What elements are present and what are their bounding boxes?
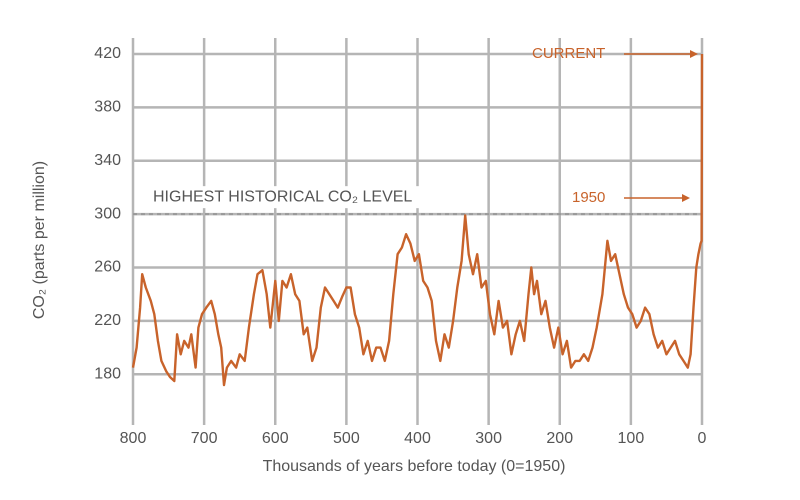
x-tick-label: 700 bbox=[191, 430, 218, 447]
y-tick-label: 420 bbox=[94, 45, 121, 62]
y-tick-label: 300 bbox=[94, 205, 121, 222]
annotation: 1950 bbox=[572, 189, 605, 206]
annotation-arrowhead bbox=[690, 50, 698, 58]
y-tick-label: 380 bbox=[94, 99, 121, 116]
x-tick-label: 400 bbox=[404, 430, 431, 447]
reference-label: HIGHEST HISTORICAL CO₂ LEVEL bbox=[153, 188, 412, 205]
y-tick-label: 340 bbox=[94, 152, 121, 169]
x-axis-label: Thousands of years before today (0=1950) bbox=[263, 458, 566, 475]
annotation-arrowhead bbox=[682, 194, 690, 202]
x-tick-label: 600 bbox=[262, 430, 289, 447]
x-tick-label: 0 bbox=[698, 430, 707, 447]
reference-label-bg bbox=[148, 186, 448, 209]
x-tick-label: 800 bbox=[120, 430, 147, 447]
x-tick-label: 500 bbox=[333, 430, 360, 447]
y-tick-label: 220 bbox=[94, 312, 121, 329]
y-axis-label: CO₂ (parts per million) bbox=[31, 161, 48, 319]
annotation: CURRENT bbox=[532, 45, 605, 62]
co2-line bbox=[131, 53, 704, 387]
y-tick-label: 260 bbox=[94, 259, 121, 276]
x-tick-label: 100 bbox=[618, 430, 645, 447]
y-tick-label: 180 bbox=[94, 366, 121, 383]
x-tick-label: 300 bbox=[475, 430, 502, 447]
x-tick-label: 200 bbox=[546, 430, 573, 447]
